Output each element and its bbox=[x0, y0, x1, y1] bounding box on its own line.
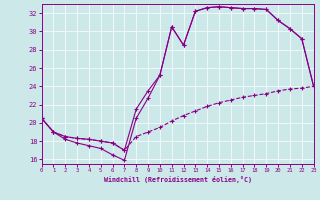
X-axis label: Windchill (Refroidissement éolien,°C): Windchill (Refroidissement éolien,°C) bbox=[104, 176, 252, 183]
